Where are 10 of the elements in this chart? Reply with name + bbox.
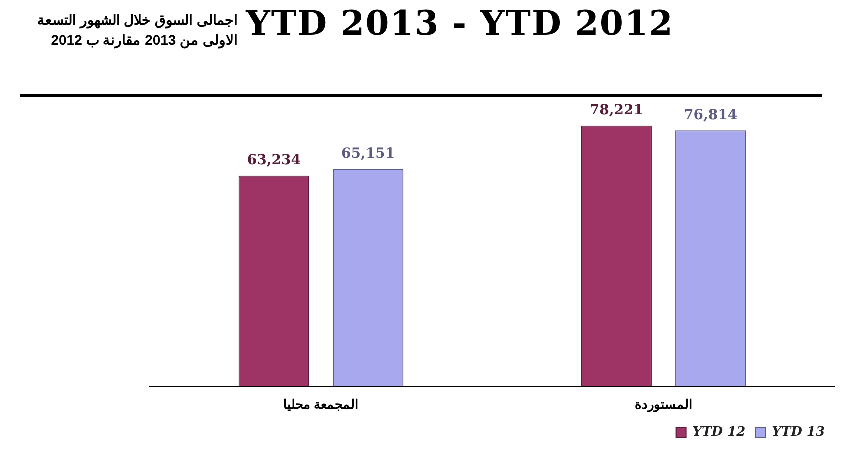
data-label: 65,151: [342, 146, 396, 162]
data-label: 63,234: [247, 152, 302, 168]
data-label: 78,221: [590, 102, 644, 119]
chart-title: YTD 2013 - YTD 2012: [246, 4, 674, 44]
x-tick-label: المستوردة: [634, 396, 693, 413]
x-tick-label: المجمعة محليا: [283, 396, 360, 412]
legend-label: YTD 12: [692, 424, 746, 440]
chart-subtitle: اجمالى السوق خلال الشهور التسعة الاولى من 2013 مقارنة ب 2012: [36, 11, 238, 50]
data-label: 76,814: [684, 107, 738, 124]
legend-label: YTD 13: [772, 424, 826, 440]
